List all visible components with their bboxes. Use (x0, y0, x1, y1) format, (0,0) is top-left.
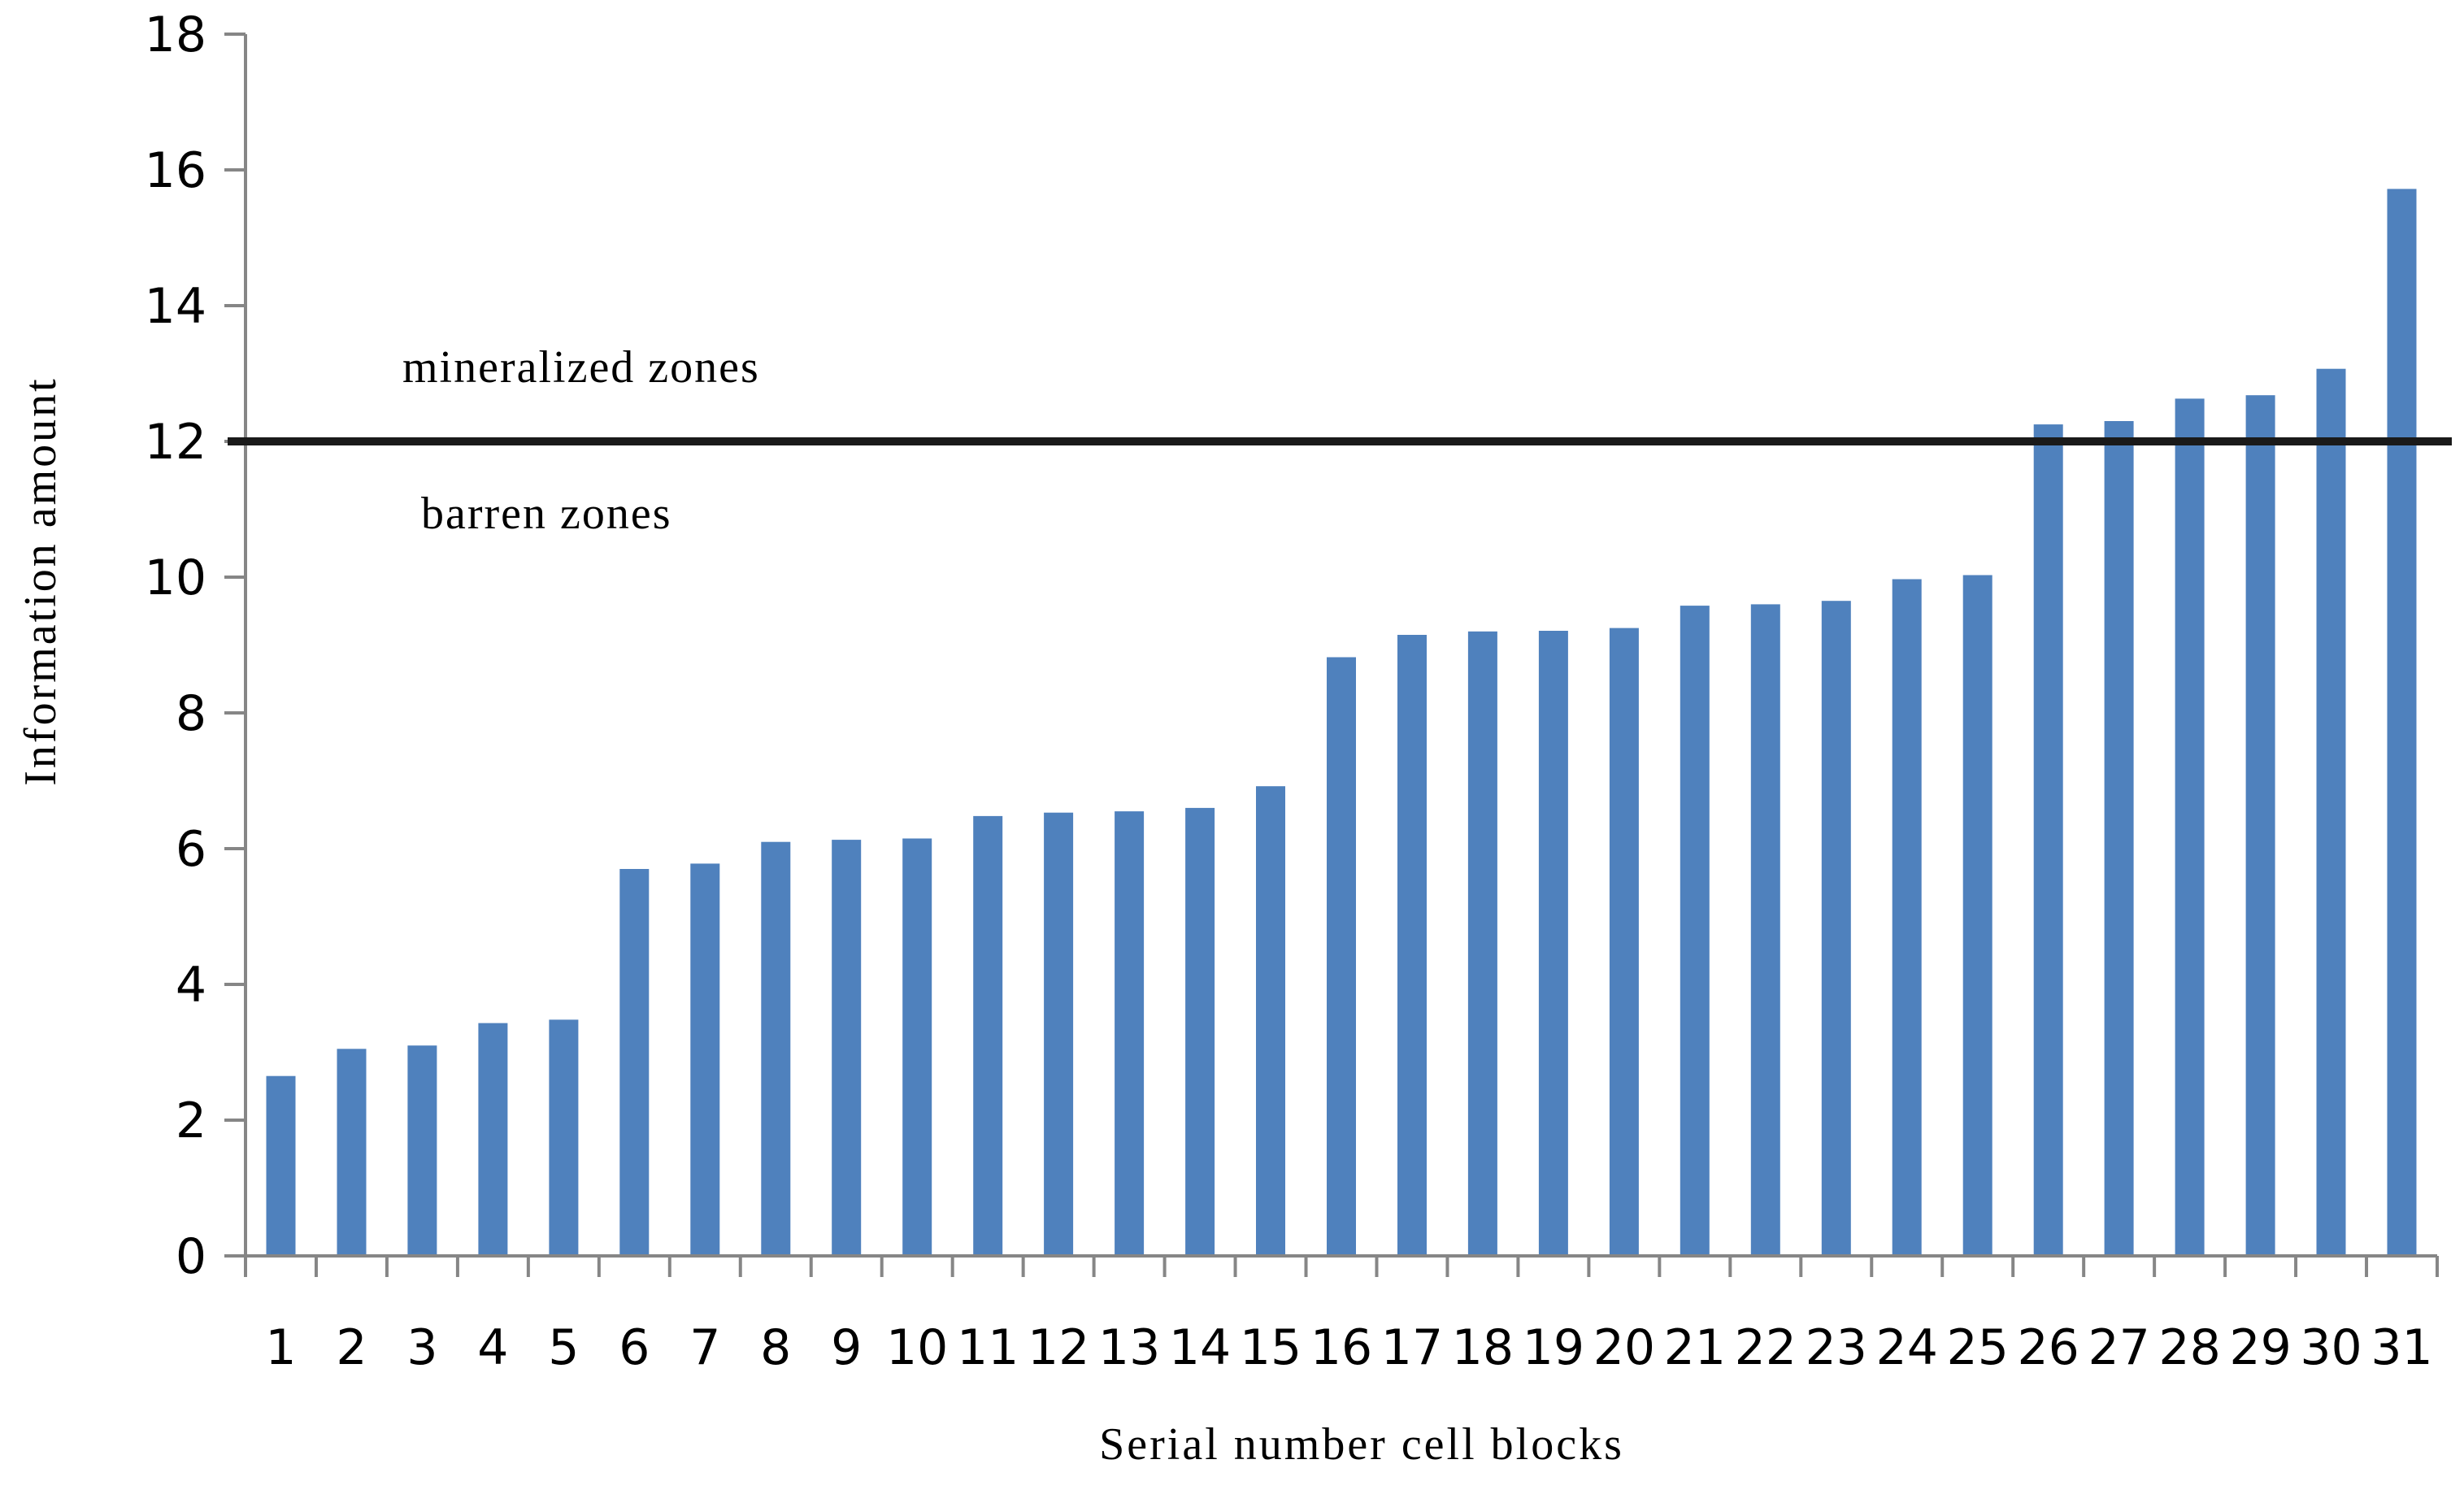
x-tick-label-19: 19 (1523, 1319, 1584, 1376)
barren-zones-label: barren zones (421, 489, 672, 539)
bar-29 (2245, 395, 2275, 1257)
bar-20 (1609, 628, 1639, 1256)
y-tick-label-18: 18 (145, 7, 206, 63)
axes-layer (224, 33, 2439, 1277)
bar-15 (1256, 786, 1285, 1256)
y-tick-label-0: 0 (176, 1228, 206, 1285)
bar-18 (1467, 631, 1497, 1256)
bar-21 (1680, 606, 1710, 1256)
x-tick-label-4: 4 (477, 1319, 508, 1376)
bar-1 (266, 1075, 296, 1256)
bars-layer (266, 189, 2417, 1257)
x-tick-label-25: 25 (1947, 1319, 2009, 1376)
bar-13 (1115, 811, 1145, 1256)
bar-4 (478, 1023, 508, 1256)
x-axis-title: Serial number cell blocks (1099, 1419, 1624, 1470)
x-tick-label-6: 6 (619, 1319, 650, 1376)
x-tick-label-20: 20 (1593, 1319, 1655, 1376)
x-tick-label-9: 9 (831, 1319, 862, 1376)
bar-17 (1397, 635, 1427, 1256)
x-tick-label-27: 27 (2088, 1319, 2149, 1376)
x-tick-label-11: 11 (957, 1319, 1019, 1376)
bar-23 (1821, 601, 1851, 1256)
bar-26 (2033, 424, 2063, 1256)
bar-8 (761, 841, 791, 1256)
bar-12 (1044, 812, 1074, 1256)
x-tick-label-24: 24 (1876, 1319, 1938, 1376)
y-tick-label-8: 8 (176, 685, 206, 742)
y-tick-label-14: 14 (145, 278, 206, 335)
bar-25 (1962, 575, 1992, 1256)
x-tick-label-15: 15 (1240, 1319, 1302, 1376)
bar-6 (619, 869, 650, 1256)
bar-2 (337, 1049, 367, 1256)
bar-16 (1327, 657, 1356, 1256)
y-tick-label-4: 4 (176, 957, 206, 1014)
x-tick-label-13: 13 (1098, 1319, 1160, 1376)
x-tick-label-31: 31 (2371, 1319, 2432, 1376)
y-tick-label-2: 2 (176, 1093, 206, 1149)
bar-9 (832, 840, 862, 1256)
bar-27 (2104, 421, 2134, 1256)
x-tick-label-7: 7 (689, 1319, 720, 1376)
x-tick-label-29: 29 (2229, 1319, 2291, 1376)
mineralized-zones-label: mineralized zones (402, 342, 760, 393)
bar-22 (1750, 604, 1780, 1256)
x-tick-label-3: 3 (406, 1319, 437, 1376)
y-tick-label-12: 12 (145, 414, 206, 471)
x-tick-label-5: 5 (548, 1319, 579, 1376)
x-tick-label-1: 1 (265, 1319, 296, 1376)
x-tick-label-30: 30 (2300, 1319, 2362, 1376)
x-tick-label-18: 18 (1452, 1319, 1514, 1376)
x-tick-label-2: 2 (336, 1319, 367, 1376)
bar-19 (1538, 631, 1568, 1256)
x-tick-label-8: 8 (760, 1319, 791, 1376)
x-tick-label-16: 16 (1310, 1319, 1372, 1376)
y-tick-label-16: 16 (145, 142, 206, 199)
bar-24 (1892, 579, 1922, 1256)
x-tick-label-17: 17 (1381, 1319, 1443, 1376)
y-axis-title: Information amount (15, 376, 66, 785)
bar-30 (2316, 368, 2346, 1257)
bar-7 (690, 863, 720, 1256)
x-tick-label-26: 26 (2017, 1319, 2079, 1376)
bar-10 (902, 838, 932, 1256)
y-tick-label-6: 6 (176, 821, 206, 878)
bar-3 (407, 1045, 437, 1256)
x-tick-label-14: 14 (1169, 1319, 1231, 1376)
x-tick-label-23: 23 (1806, 1319, 1867, 1376)
x-tick-label-28: 28 (2158, 1319, 2220, 1376)
x-tick-label-21: 21 (1664, 1319, 1726, 1376)
bar-14 (1185, 807, 1215, 1256)
x-tick-label-22: 22 (1735, 1319, 1797, 1376)
bar-11 (973, 815, 1003, 1256)
bar-5 (549, 1019, 579, 1256)
x-tick-label-12: 12 (1028, 1319, 1089, 1376)
bar-28 (2175, 398, 2205, 1256)
bar-31 (2387, 189, 2417, 1256)
y-tick-label-10: 10 (145, 550, 206, 606)
x-tick-label-10: 10 (886, 1319, 948, 1376)
